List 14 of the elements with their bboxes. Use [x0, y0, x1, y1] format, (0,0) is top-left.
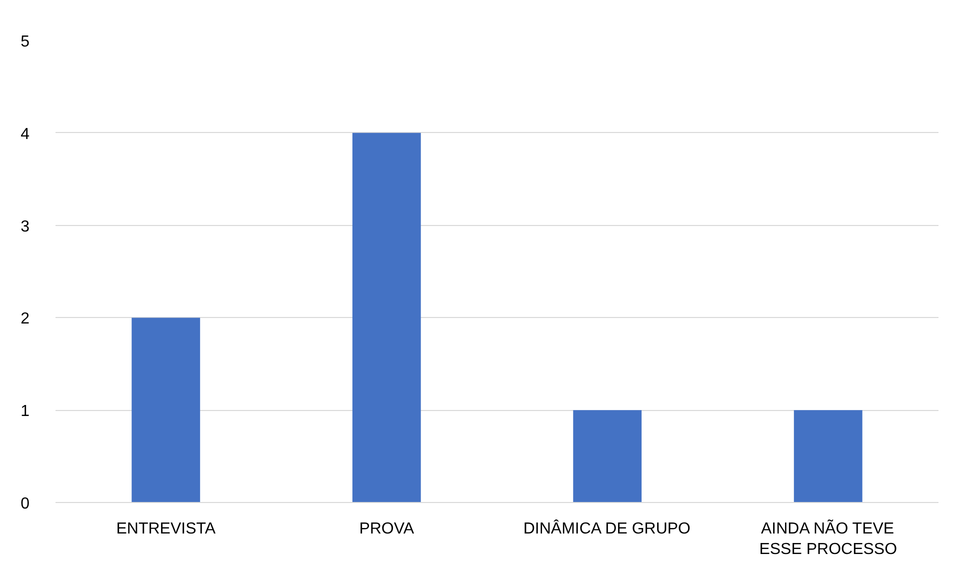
- y-tick-label: 1: [20, 403, 30, 420]
- x-tick-label: AINDA NÃO TEVE ESSE PROCESSO: [759, 518, 898, 558]
- x-tick-label: DINÂMICA DE GRUPO: [523, 520, 691, 538]
- y-tick-label: 4: [20, 126, 30, 143]
- bar: [352, 132, 421, 502]
- y-tick-label: 3: [20, 218, 30, 236]
- y-tick-label: 0: [20, 496, 30, 512]
- bar: [794, 410, 862, 502]
- y-tick-label: 2: [20, 310, 30, 328]
- bar: [132, 318, 200, 502]
- bar: [573, 410, 642, 502]
- x-tick-label: ENTREVISTA: [116, 520, 216, 538]
- y-tick-label: 5: [20, 34, 30, 50]
- x-tick-label: PROVA: [359, 520, 414, 538]
